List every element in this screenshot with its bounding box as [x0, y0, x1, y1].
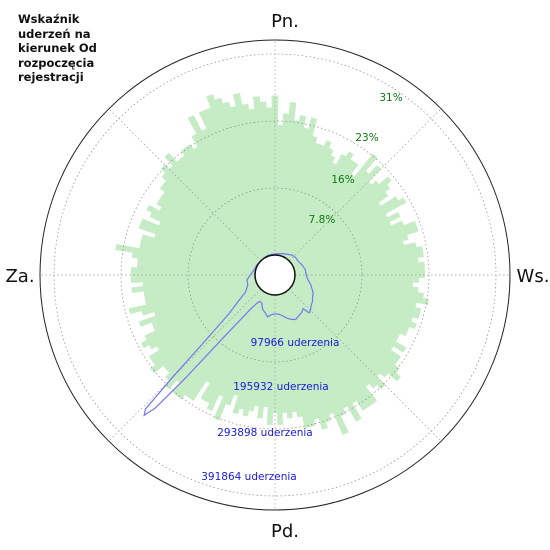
percent-tick-3: 23%: [355, 132, 378, 144]
count-tick-4: 391864 uderzenia: [201, 471, 297, 483]
rate-series: [115, 93, 429, 435]
grid-ring: [187, 187, 363, 363]
direction-west: Za.: [5, 266, 34, 287]
direction-south: Pd.: [271, 521, 299, 542]
count-tick-1: 97966 uderzenia: [251, 337, 340, 349]
grid-ring: [120, 120, 430, 430]
center-hole: [254, 254, 296, 296]
percent-tick-1: 7.8%: [309, 214, 336, 226]
polar-grid: [39, 39, 511, 511]
outer-ring: [39, 39, 511, 511]
direction-east: Ws.: [517, 266, 550, 287]
percent-tick-4: 31%: [379, 92, 402, 104]
chart-title: Wskaźnik uderzeń na kierunek Od rozpoczę…: [18, 12, 97, 84]
percent-tick-2: 16%: [331, 174, 354, 186]
count-tick-2: 195932 uderzenia: [233, 381, 329, 393]
direction-north: Pn.: [271, 11, 299, 32]
rate-wedge: [265, 107, 275, 256]
count-tick-3: 293898 uderzenia: [217, 427, 313, 439]
count-line: [143, 252, 314, 417]
center-circle: [254, 254, 296, 296]
count-series: [143, 252, 314, 417]
